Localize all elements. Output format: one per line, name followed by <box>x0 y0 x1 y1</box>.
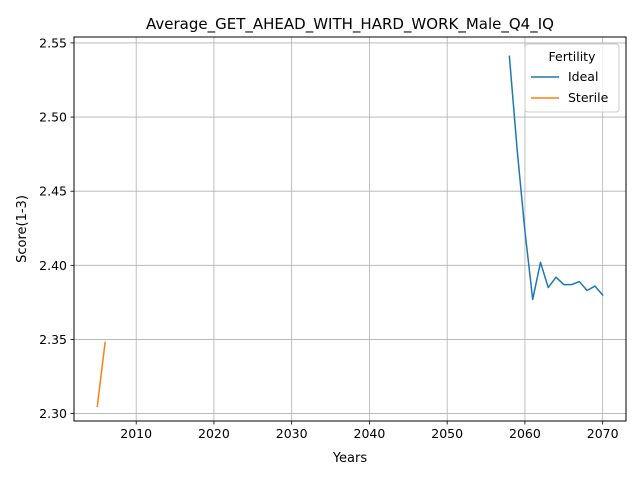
x-tick-label: 2010 <box>120 426 152 441</box>
plot-frame <box>73 36 627 422</box>
legend-entries: Ideal Sterile <box>531 69 609 105</box>
legend-title: Fertility <box>549 49 597 64</box>
x-tick-label: 2060 <box>509 426 541 441</box>
chart-title: Average_GET_AHEAD_WITH_HARD_WORK_Male_Q4… <box>146 15 554 34</box>
x-tick-label: 2030 <box>276 426 308 441</box>
legend-label-ideal: Ideal <box>568 69 598 84</box>
series-line-ideal <box>508 55 604 301</box>
y-tick-label: 2.35 <box>39 332 67 347</box>
legend-box <box>524 43 620 113</box>
x-tick-label: 2050 <box>431 426 463 441</box>
x-tick-label: 2070 <box>587 426 619 441</box>
y-tick-label: 2.30 <box>39 406 67 421</box>
x-axis-label: Years <box>332 451 368 466</box>
series-line-sterile <box>96 341 106 408</box>
y-tick-label: 2.45 <box>39 184 67 199</box>
axis-ticks: 2010 2020 2030 2040 2050 2060 2070 2.30 2.35 2.40… <box>39 35 618 441</box>
y-tick-label: 2.40 <box>39 258 67 273</box>
y-axis-label: Score(1-3) <box>15 195 30 263</box>
legend-label-sterile: Sterile <box>568 90 609 105</box>
y-tick-label: 2.50 <box>39 110 67 125</box>
x-tick-label: 2020 <box>198 426 230 441</box>
y-tick-label: 2.55 <box>39 35 67 50</box>
legend: Fertility Ideal Sterile <box>524 43 620 113</box>
x-tick-label: 2040 <box>354 426 386 441</box>
series-lines <box>96 55 604 408</box>
